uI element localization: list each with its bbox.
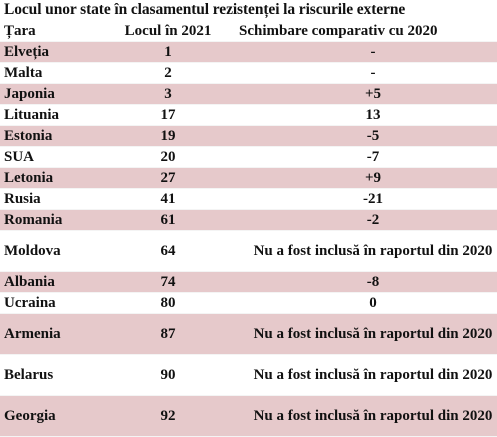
table-row: Malta 2 - [0, 62, 497, 84]
header-country: Țara [0, 21, 103, 42]
table-row: SUA 20 -7 [0, 146, 497, 168]
cell-country: Letonia [0, 167, 103, 189]
cell-change: Nu a fost inclusă în raportul din 2020 [233, 313, 497, 355]
cell-change: - [233, 62, 497, 84]
cell-change: Nu a fost inclusă în raportul din 2020 [233, 395, 497, 437]
table-row: Elveția 1 - [0, 41, 497, 63]
cell-change: Nu a fost inclusă în raportul din 2020 [233, 230, 497, 272]
cell-change: -21 [233, 188, 497, 210]
table-row: Ucraina 80 0 [0, 292, 497, 314]
table-row: Japonia 3 +5 [0, 83, 497, 105]
cell-rank: 90 [103, 354, 233, 396]
cell-change: +9 [233, 167, 497, 189]
table-row: Lituania 17 13 [0, 104, 497, 126]
cell-country: Ucraina [0, 292, 103, 314]
cell-rank: 74 [103, 271, 233, 293]
cell-country: Lituania [0, 104, 103, 126]
table-header-row: Țara Locul în 2021 Schimbare comparativ … [0, 21, 497, 42]
cell-country: SUA [0, 146, 103, 168]
cell-country: Malta [0, 62, 103, 84]
table-row: Albania 74 -8 [0, 271, 497, 293]
table-row: Belarus 90 Nu a fost inclusă în raportul… [0, 354, 497, 396]
table-row: Moldova 64 Nu a fost inclusă în raportul… [0, 230, 497, 272]
cell-country: Belarus [0, 354, 103, 396]
cell-rank: 1 [103, 41, 233, 63]
table-row: Georgia 92 Nu a fost inclusă în raportul… [0, 395, 497, 437]
cell-change: -8 [233, 271, 497, 293]
cell-change: -2 [233, 209, 497, 231]
cell-country: Armenia [0, 313, 103, 355]
cell-country: Georgia [0, 395, 103, 437]
header-rank-2021: Locul în 2021 [103, 21, 233, 42]
ranking-table: Țara Locul în 2021 Schimbare comparativ … [0, 21, 497, 437]
table-body: Elveția 1 - Malta 2 - Japonia 3 +5 Litua… [0, 41, 497, 437]
table-row: Armenia 87 Nu a fost inclusă în raportul… [0, 313, 497, 355]
cell-country: Estonia [0, 125, 103, 147]
table-row: Rusia 41 -21 [0, 188, 497, 210]
cell-change: +5 [233, 83, 497, 105]
cell-rank: 3 [103, 83, 233, 105]
document-title: Locul unor state în clasamentul rezisten… [4, 1, 406, 18]
cell-rank: 92 [103, 395, 233, 437]
cell-change: -7 [233, 146, 497, 168]
cell-country: Japonia [0, 83, 103, 105]
cell-change: Nu a fost inclusă în raportul din 2020 [233, 354, 497, 396]
cell-country: Moldova [0, 230, 103, 272]
table-row: Letonia 27 +9 [0, 167, 497, 189]
cell-rank: 64 [103, 230, 233, 272]
table-row: Estonia 19 -5 [0, 125, 497, 147]
table-row: Romania 61 -2 [0, 209, 497, 231]
cell-country: Romania [0, 209, 103, 231]
cell-change: - [233, 41, 497, 63]
cell-change: 13 [233, 104, 497, 126]
cell-rank: 17 [103, 104, 233, 126]
cell-country: Albania [0, 271, 103, 293]
cell-country: Rusia [0, 188, 103, 210]
cell-rank: 2 [103, 62, 233, 84]
cell-rank: 19 [103, 125, 233, 147]
cell-rank: 20 [103, 146, 233, 168]
header-change-vs-2020: Schimbare comparativ cu 2020 [233, 21, 497, 42]
cell-change: 0 [233, 292, 497, 314]
cell-rank: 87 [103, 313, 233, 355]
cell-rank: 41 [103, 188, 233, 210]
cell-rank: 80 [103, 292, 233, 314]
cell-rank: 27 [103, 167, 233, 189]
cell-country: Elveția [0, 41, 103, 63]
cell-rank: 61 [103, 209, 233, 231]
cell-change: -5 [233, 125, 497, 147]
